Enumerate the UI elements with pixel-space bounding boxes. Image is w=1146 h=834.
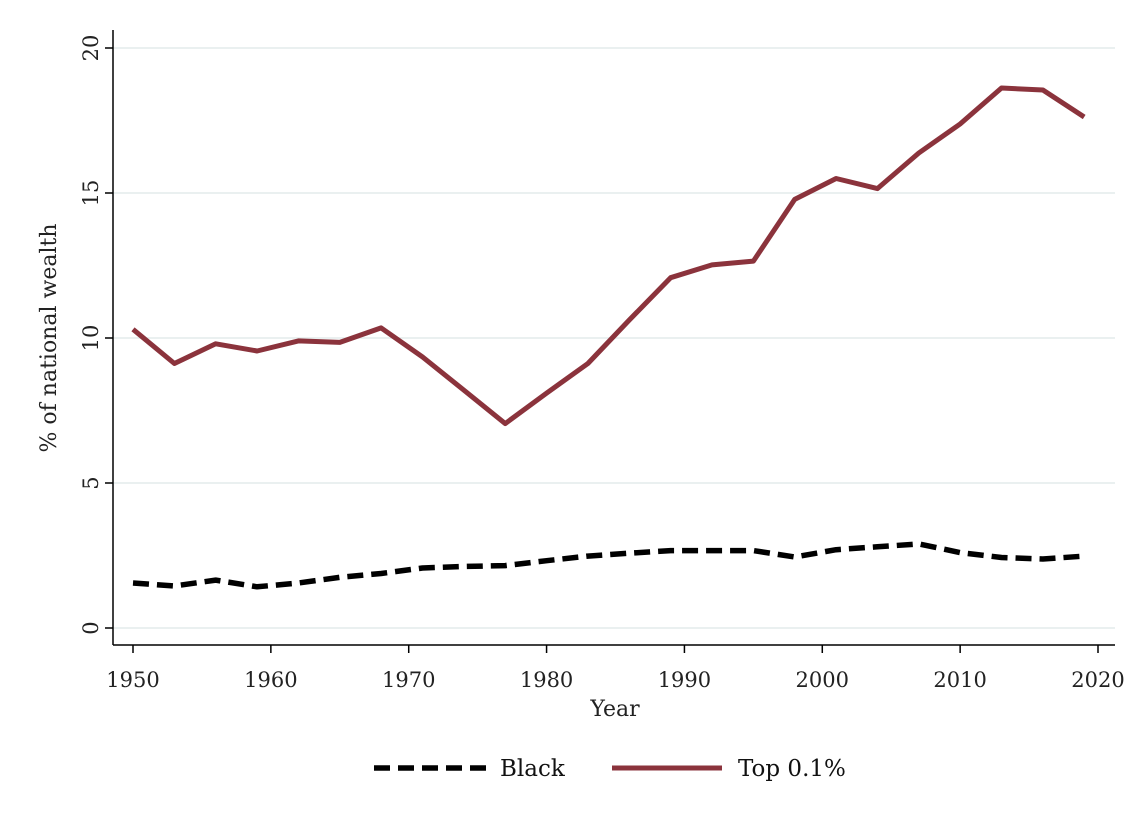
x-tick-label: 1960: [244, 668, 297, 692]
legend-label-black: Black: [500, 756, 566, 782]
x-tick-label: 2010: [933, 668, 986, 692]
y-tick-label: 0: [79, 621, 103, 634]
y-axis-title: % of national wealth: [37, 223, 62, 452]
series-line-top-0-1-percent: [131, 85, 1086, 427]
y-tick-label: 10: [79, 325, 103, 352]
legend: Black Top 0.1%: [374, 756, 846, 782]
x-axis-title: Year: [589, 697, 640, 722]
x-axis-ticks: 1950 1960 1970 1980 1990 2000 2010 2020: [106, 645, 1125, 692]
x-tick-label: 2020: [1071, 668, 1124, 692]
x-tick-label: 2000: [796, 668, 849, 692]
y-tick-label: 5: [79, 476, 103, 489]
legend-label-top-0-1-percent: Top 0.1%: [738, 756, 846, 782]
x-tick-label: 1990: [658, 668, 711, 692]
y-tick-label: 20: [79, 35, 103, 62]
x-tick-label: 1970: [382, 668, 435, 692]
y-tick-label: 15: [79, 180, 103, 207]
x-tick-label: 1980: [520, 668, 573, 692]
x-tick-label: 1950: [106, 668, 159, 692]
y-axis-ticks: 0 5 10 15 20: [79, 35, 113, 635]
series-line-black: [132, 541, 1085, 590]
series-lines: [131, 85, 1086, 590]
